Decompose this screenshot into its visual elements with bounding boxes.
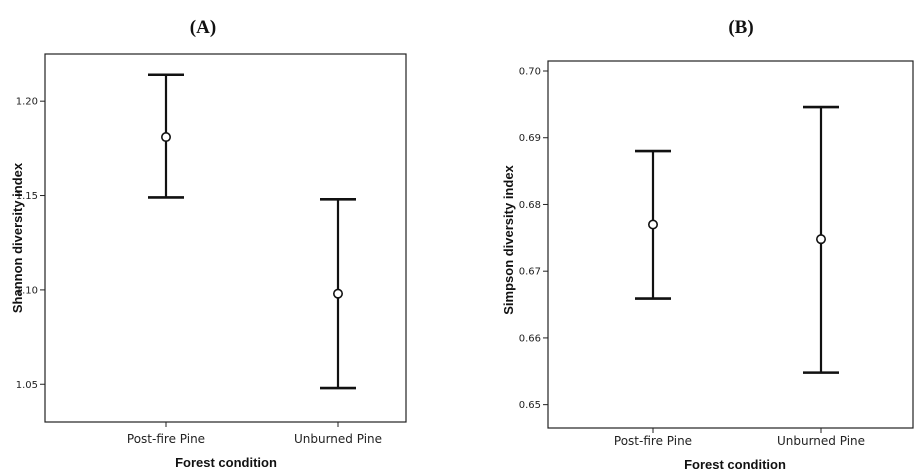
panel-a-x-tick-label: Unburned Pine — [294, 432, 382, 446]
panel-b-y-tick-label: 0.70 — [519, 67, 541, 78]
panel-b-y-tick-label: 0.69 — [519, 133, 541, 144]
panel-b-plot-frame — [547, 60, 914, 429]
panel-a-y-tick-label: 1.15 — [16, 191, 38, 202]
panel-b-y-axis: 0.65 0.66 0.67 0.68 0.69 0.70 — [519, 67, 548, 411]
panel-a-label: (A) — [190, 17, 216, 38]
panel-b-y-tick-label: 0.65 — [519, 400, 541, 411]
panel-b: (B) 0.65 0.66 0.67 0.68 0.69 0.70 Post-fire P… — [501, 17, 914, 472]
panel-a-y-tick-label: 1.05 — [16, 380, 38, 391]
panel-b-y-axis-title: Simpson diversity index — [501, 164, 516, 314]
panel-b-y-tick-label: 0.68 — [519, 200, 541, 211]
panel-a-y-tick-label: 1.20 — [16, 97, 38, 108]
panel-b-y-tick-label: 0.66 — [519, 333, 541, 344]
panel-b-x-axis-title: Forest condition — [684, 457, 786, 472]
panel-b-x-tick-label: Post-fire Pine — [614, 434, 692, 448]
panel-a-y-tick-label: 1.10 — [16, 285, 38, 296]
panel-a-errorbars — [148, 73, 356, 390]
panel-a-x-axis: Post-fire Pine Unburned Pine — [127, 422, 382, 446]
panel-b-errorbars — [635, 105, 839, 374]
panel-a-y-axis-title: Shannon diversity index — [10, 162, 25, 313]
panel-b-label: (B) — [728, 17, 753, 38]
panel-b-mean-marker — [647, 219, 658, 230]
panel-b-x-tick-label: Unburned Pine — [777, 434, 865, 448]
panel-a-mean-marker — [332, 288, 343, 299]
panel-a: (A) 1.05 1.10 1.15 1.20 Post-fire Pine Unbur… — [10, 17, 407, 470]
panel-b-mean-marker — [815, 234, 826, 245]
panel-a-x-axis-title: Forest condition — [175, 455, 277, 470]
panel-b-x-axis: Post-fire Pine Unburned Pine — [614, 428, 865, 448]
panel-a-plot-frame — [44, 53, 407, 423]
panel-a-x-tick-label: Post-fire Pine — [127, 432, 205, 446]
panel-a-y-axis: 1.05 1.10 1.15 1.20 — [16, 97, 45, 391]
panel-b-y-tick-label: 0.67 — [519, 267, 541, 278]
panel-a-mean-marker — [161, 132, 172, 143]
